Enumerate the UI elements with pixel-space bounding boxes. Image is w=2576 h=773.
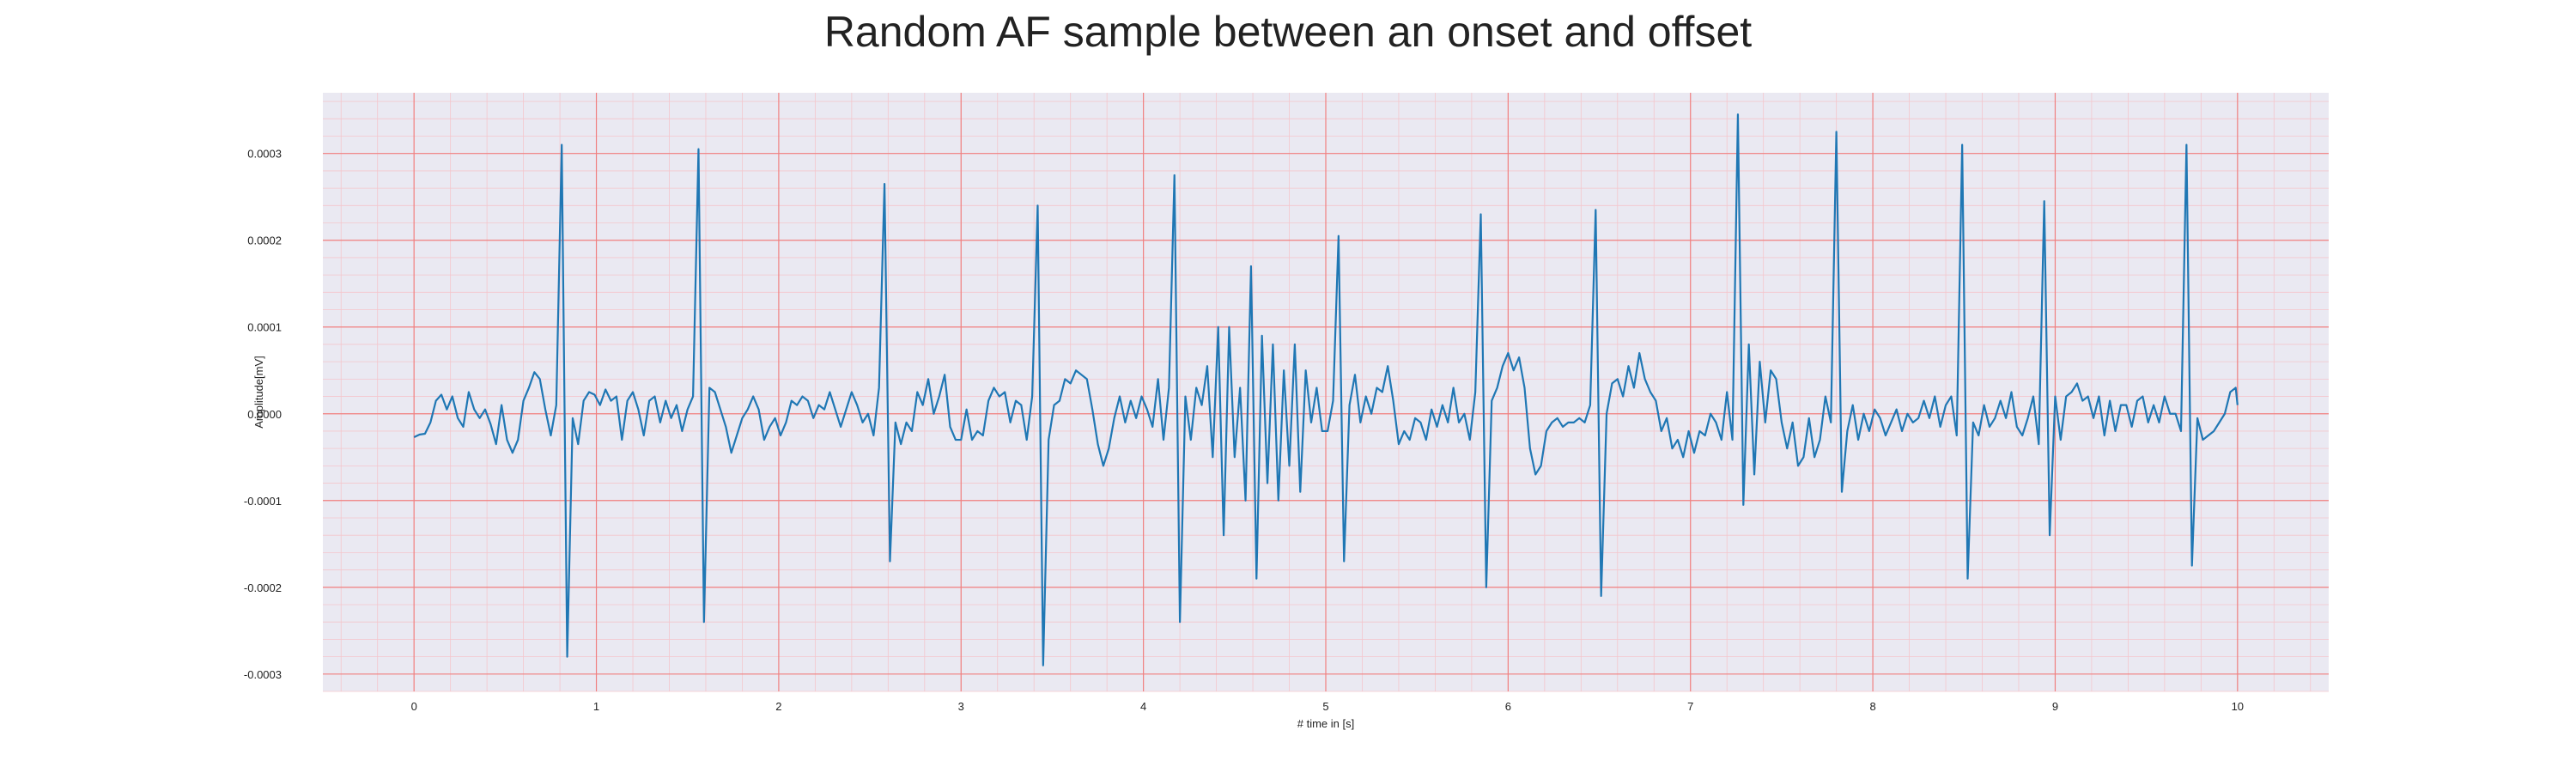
x-tick-label: 3 xyxy=(958,700,964,713)
x-axis-label: # time in [s] xyxy=(1297,717,1354,730)
chart-title: Random AF sample between an onset and of… xyxy=(823,8,1753,56)
y-tick-label: 0.0002 xyxy=(247,234,282,247)
y-tick-label: -0.0003 xyxy=(244,668,282,681)
x-tick-label: 6 xyxy=(1505,700,1511,713)
x-tick-label: 0 xyxy=(411,700,417,713)
x-tick-label: 4 xyxy=(1140,700,1146,713)
series-line xyxy=(413,113,2239,666)
y-tick-label: -0.0002 xyxy=(244,581,282,594)
x-tick-label: 9 xyxy=(2052,700,2058,713)
x-tick-label: 2 xyxy=(775,700,781,713)
x-tick-label: 5 xyxy=(1322,700,1328,713)
y-tick-label: 0.0000 xyxy=(247,408,282,421)
series-group xyxy=(413,113,2239,666)
major-grid xyxy=(323,93,2329,691)
x-tick-label: 7 xyxy=(1687,700,1693,713)
x-tick-label: 10 xyxy=(2232,700,2244,713)
y-tick-label: 0.0003 xyxy=(247,148,282,161)
x-tick-label: 8 xyxy=(1869,700,1875,713)
y-axis-label: Amplitude[mV] xyxy=(252,356,265,429)
x-axis-ticks: 0 1 2 3 4 5 6 7 8 9 10 xyxy=(411,700,2244,713)
y-tick-label: -0.0001 xyxy=(244,495,282,508)
y-axis-ticks: -0.0003 -0.0002 -0.0001 0.0000 0.0001 0.0002 0… xyxy=(244,148,282,681)
x-tick-label: 1 xyxy=(593,700,599,713)
y-tick-label: 0.0001 xyxy=(247,321,282,334)
